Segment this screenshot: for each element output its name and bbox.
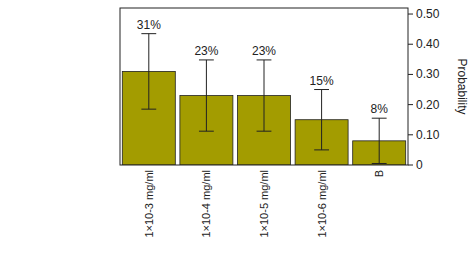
error-cap: [372, 118, 387, 119]
error-cap: [314, 89, 329, 90]
data-label: 8%: [371, 102, 389, 116]
error-bar: [141, 34, 156, 109]
y-tick-label: 0.10: [416, 128, 440, 142]
y-tick-label: 0.20: [416, 98, 440, 112]
error-cap: [199, 59, 214, 60]
chart: 31% 1×10-3 mg/ml 23% 1×10-4 mg/ml 23% 1×10-5 …: [0, 0, 470, 270]
error-cap: [372, 163, 387, 164]
error-bar: [372, 118, 387, 163]
error-stem: [321, 90, 322, 150]
category-label: 1×10-5 mg/ml: [258, 170, 270, 238]
category-label: 1×10-3 mg/ml: [143, 170, 155, 238]
error-stem: [264, 60, 265, 131]
labels: 31% 1×10-3 mg/ml 23% 1×10-4 mg/ml 23% 1×10-5 …: [137, 18, 388, 238]
y-tick-label: 0.50: [416, 7, 440, 21]
error-cap: [141, 33, 156, 34]
data-label: 15%: [310, 74, 334, 88]
y-tick-label: 0: [416, 158, 423, 172]
y-tick: [408, 134, 413, 135]
y-tick-label: 0.40: [416, 37, 440, 51]
y-tick: [408, 14, 413, 15]
error-cap: [257, 59, 272, 60]
error-stem: [206, 60, 207, 131]
data-label: 23%: [252, 44, 276, 58]
y-tick: [408, 44, 413, 45]
y-tick: [408, 104, 413, 105]
y-axis-title: Probability: [455, 58, 469, 114]
category-label: B: [373, 170, 385, 177]
category-label: 1×10-6 mg/ml: [316, 170, 328, 238]
error-stem: [379, 118, 380, 163]
plot-frame: [120, 8, 408, 165]
category-label: 1×10-4 mg/ml: [200, 170, 212, 238]
data-label: 23%: [194, 44, 218, 58]
error-bar: [199, 60, 214, 131]
y-axis: 0 0.10 0.20 0.30 0.40 0.50: [408, 7, 440, 172]
marks: [122, 34, 405, 165]
error-cap: [141, 109, 156, 110]
error-bar: [314, 90, 329, 150]
error-cap: [257, 131, 272, 132]
error-cap: [314, 149, 329, 150]
error-stem: [148, 34, 149, 109]
y-tick: [408, 165, 413, 166]
y-tick: [408, 74, 413, 75]
error-bar: [257, 60, 272, 131]
error-cap: [199, 131, 214, 132]
y-tick-label: 0.30: [416, 67, 440, 81]
data-label: 31%: [137, 18, 161, 32]
